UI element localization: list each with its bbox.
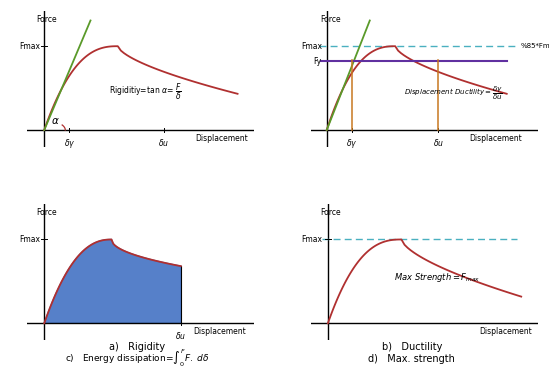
Text: Force: Force (320, 208, 341, 217)
Text: Rigiditiy=tan $\alpha$= $\dfrac{F}{\delta}$: Rigiditiy=tan $\alpha$= $\dfrac{F}{\delt… (109, 82, 182, 102)
Text: $\delta u$: $\delta u$ (159, 137, 170, 147)
Text: Force: Force (37, 208, 57, 217)
Text: Displacement: Displacement (193, 327, 246, 336)
Text: $\delta u$: $\delta u$ (433, 137, 444, 147)
Text: a)   Rigidity: a) Rigidity (109, 341, 165, 351)
Text: Fy: Fy (313, 57, 322, 66)
Text: c)   Energy dissipation=$\int_{0}^{F}F.\ d\delta$: c) Energy dissipation=$\int_{0}^{F}F.\ d… (65, 347, 210, 366)
Text: $\delta u$: $\delta u$ (175, 330, 187, 341)
Text: $\mathit{Max\ Strength = F_{max}}$: $\mathit{Max\ Strength = F_{max}}$ (394, 271, 480, 284)
Text: Displacement: Displacement (195, 134, 248, 143)
Polygon shape (44, 239, 181, 323)
Text: Displacement: Displacement (469, 134, 522, 143)
Text: Force: Force (37, 15, 57, 23)
Text: Fmax: Fmax (301, 235, 323, 244)
Text: Force: Force (320, 15, 341, 23)
Text: $\mathit{Displacement\ Ductility} = \dfrac{\delta\gamma}{\delta u}$: $\mathit{Displacement\ Ductility} = \dfr… (405, 85, 503, 102)
Text: Fmax: Fmax (19, 235, 40, 244)
Text: Fmax: Fmax (19, 42, 40, 51)
Text: %85*Fmax: %85*Fmax (520, 43, 549, 49)
Text: d)   Max. strength: d) Max. strength (368, 354, 455, 364)
Text: Fmax: Fmax (301, 42, 322, 51)
Text: $\delta\gamma$: $\delta\gamma$ (64, 137, 75, 150)
Text: b)   Ductility: b) Ductility (382, 341, 442, 351)
Text: $\delta\gamma$: $\delta\gamma$ (346, 137, 358, 150)
Text: Displacement: Displacement (479, 327, 532, 336)
Text: $\alpha$: $\alpha$ (51, 116, 59, 126)
